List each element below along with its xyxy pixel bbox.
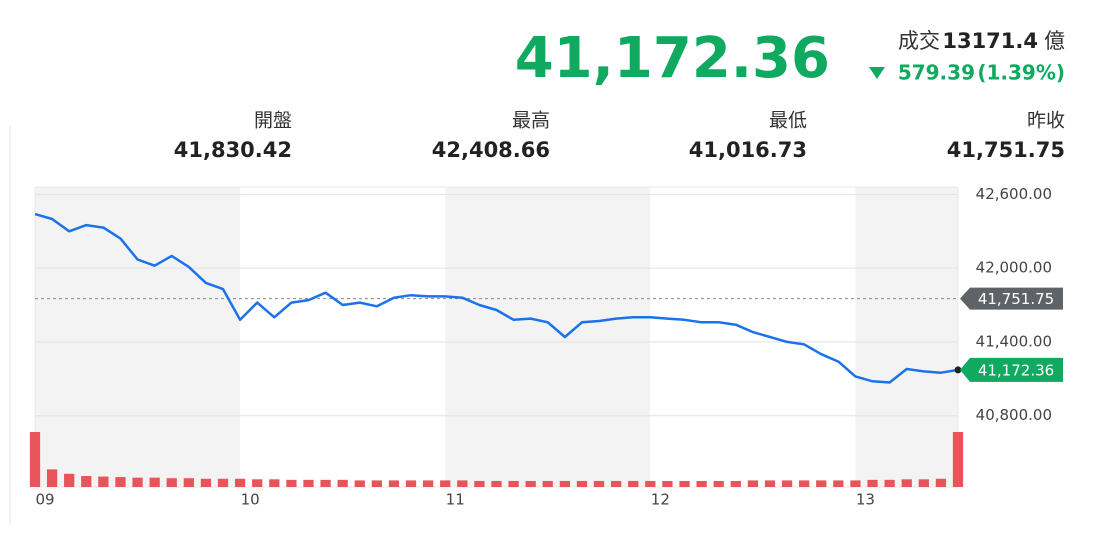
volume-bar xyxy=(303,479,314,487)
price-line xyxy=(34,212,959,384)
volume-bar xyxy=(423,480,434,487)
volume-bar xyxy=(525,480,536,487)
volume-bar xyxy=(696,480,707,487)
volume-bar xyxy=(354,480,365,487)
session-band xyxy=(855,187,958,487)
change: 579.39 xyxy=(898,61,975,85)
volume: 13171.4 xyxy=(942,29,1038,53)
volume-bar xyxy=(183,478,194,487)
volume-bar xyxy=(901,479,912,487)
volume-bar xyxy=(645,480,656,487)
volume-bar xyxy=(252,479,263,487)
volume-bar xyxy=(713,480,724,487)
volume-bar xyxy=(166,478,177,487)
stat-label: 開盤 xyxy=(254,110,292,132)
volume-bar xyxy=(867,479,878,487)
volume-bar xyxy=(559,480,570,487)
volume-bar xyxy=(542,480,553,487)
session-band xyxy=(35,187,241,487)
stat-value: 42,408.66 xyxy=(432,138,550,162)
stat-label: 最低 xyxy=(769,110,807,132)
price-tag-label: 41,172.36 xyxy=(978,361,1054,379)
reference-label: 41,751.75 xyxy=(978,290,1054,308)
last-point xyxy=(954,366,962,374)
volume-bar xyxy=(611,480,622,487)
volume-bar xyxy=(816,480,827,487)
volume-bar xyxy=(730,480,741,487)
volume-bar xyxy=(46,469,58,487)
down-arrow xyxy=(869,67,885,79)
volume-bar xyxy=(457,480,468,487)
volume-bar xyxy=(388,480,400,487)
y-tick-label: 42,000.00 xyxy=(976,259,1052,277)
change-pct: (1.39%) xyxy=(977,61,1065,85)
session-band xyxy=(445,187,651,487)
volume-bar xyxy=(952,432,964,487)
volume-bar xyxy=(884,479,895,487)
stat-value: 41,830.42 xyxy=(174,138,292,162)
price: 41,172.36 xyxy=(515,26,830,91)
volume-bar xyxy=(371,480,382,487)
volume-bar xyxy=(491,480,502,487)
volume-bar xyxy=(679,480,690,487)
volume-bar xyxy=(320,479,331,487)
volume-bar xyxy=(918,479,929,487)
volume-bar xyxy=(781,480,793,487)
stat-label: 最高 xyxy=(512,110,550,132)
volume-unit: 億 xyxy=(1044,29,1065,53)
volume-bar xyxy=(593,480,605,487)
volume-bar xyxy=(935,478,947,487)
volume-bar xyxy=(576,480,588,487)
volume-bar xyxy=(337,479,348,487)
volume-bar xyxy=(799,480,810,487)
volume-bar xyxy=(850,480,861,487)
volume-bar xyxy=(217,478,229,487)
volume-bar xyxy=(98,476,109,487)
volume-bar xyxy=(474,480,485,487)
y-tick-label: 42,600.00 xyxy=(976,185,1052,203)
volume-bar xyxy=(286,479,297,487)
volume-bar xyxy=(440,480,451,487)
volume-bar xyxy=(132,477,143,487)
stat-label: 昨收 xyxy=(1027,110,1065,132)
volume-label: 成交 xyxy=(898,29,940,53)
volume-bar xyxy=(747,480,759,487)
volume-bar xyxy=(29,432,41,487)
x-tick-label: 13 xyxy=(856,491,875,509)
x-tick-label: 11 xyxy=(446,491,465,509)
price-tag xyxy=(960,357,1063,382)
x-tick-label: 12 xyxy=(651,491,670,509)
x-tick-label: 10 xyxy=(241,491,260,509)
y-tick-label: 40,800.00 xyxy=(976,406,1052,424)
volume-bar xyxy=(200,478,212,487)
volume-bar xyxy=(64,473,75,487)
volume-bar xyxy=(764,480,776,487)
reference-tag xyxy=(960,287,1063,310)
volume-bar xyxy=(269,479,280,487)
stat-value: 41,016.73 xyxy=(689,138,807,162)
volume-bar xyxy=(234,478,246,487)
volume-bar xyxy=(81,476,92,487)
volume-bar xyxy=(149,477,160,487)
stat-value: 41,751.75 xyxy=(947,138,1065,162)
x-tick-label: 09 xyxy=(35,491,54,509)
y-tick-label: 41,400.00 xyxy=(976,332,1052,350)
volume-bar xyxy=(405,480,417,487)
volume-bar xyxy=(662,480,673,487)
volume-bar xyxy=(508,480,519,487)
volume-bar xyxy=(115,477,126,487)
volume-bar xyxy=(628,480,639,487)
volume-bar xyxy=(833,480,844,487)
